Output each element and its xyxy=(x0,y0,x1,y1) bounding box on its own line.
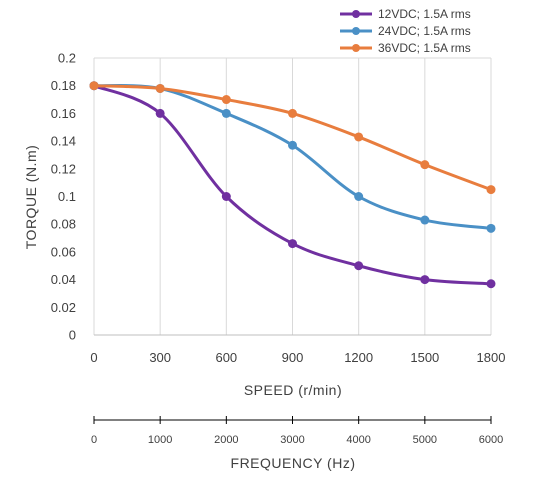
legend-label: 24VDC; 1.5A rms xyxy=(378,24,471,38)
x2-axis-title: FREQUENCY (Hz) xyxy=(231,455,356,471)
y-axis-title: TORQUE (N.m) xyxy=(23,145,39,250)
x2-tick-label: 6000 xyxy=(479,434,503,446)
legend-swatch-marker xyxy=(352,44,360,52)
y-tick-label: 0.1 xyxy=(58,189,76,204)
x2-tick-label: 0 xyxy=(91,434,97,446)
legend-label: 12VDC; 1.5A rms xyxy=(378,7,471,21)
x-tick-label: 1500 xyxy=(410,350,439,365)
series-point xyxy=(288,140,297,150)
y-tick-label: 0.06 xyxy=(51,244,76,259)
series-point xyxy=(420,275,430,285)
x2-tick-label: 5000 xyxy=(413,434,437,446)
legend-swatch-marker xyxy=(352,10,360,18)
series-point xyxy=(354,132,364,142)
series-point xyxy=(221,192,231,201)
x2-tick-label: 4000 xyxy=(346,434,370,446)
x-tick-label: 0 xyxy=(90,350,97,365)
x-tick-label: 300 xyxy=(149,350,171,365)
y-tick-label: 0.04 xyxy=(51,272,76,287)
chart-legend: 12VDC; 1.5A rms 24VDC; 1.5A rms 36VDC; 1.5… xyxy=(340,7,471,55)
y-tick-label: 0.14 xyxy=(51,134,76,149)
x-tick-label: 900 xyxy=(282,350,304,365)
x-tick-label: 1800 xyxy=(477,350,506,365)
series-point xyxy=(486,223,496,233)
x-tick-label: 600 xyxy=(215,350,237,365)
series-point xyxy=(155,108,165,118)
series-point xyxy=(354,192,364,201)
x2-tick-label: 2000 xyxy=(214,434,238,446)
x-axis-title: SPEED (r/min) xyxy=(244,382,342,398)
x-tick-label: 1200 xyxy=(344,350,373,365)
legend-swatch-marker xyxy=(352,27,360,35)
y-tick-label: 0.2 xyxy=(58,51,76,66)
series-point xyxy=(288,108,297,118)
series-point xyxy=(486,185,496,195)
series-point xyxy=(420,215,430,225)
y-tick-label: 0.18 xyxy=(51,78,76,93)
chart-axes xyxy=(93,334,492,424)
y-tick-label: 0.12 xyxy=(51,161,76,176)
chart-series xyxy=(89,81,496,289)
chart-gridlines xyxy=(93,57,492,335)
series-point xyxy=(155,83,165,93)
legend-label: 36VDC; 1.5A rms xyxy=(378,41,471,55)
y-tick-label: 0.02 xyxy=(51,300,76,315)
series-point xyxy=(221,108,231,118)
y-tick-label: 0 xyxy=(69,328,76,343)
series-point xyxy=(354,261,364,271)
y-tick-label: 0.08 xyxy=(51,217,76,232)
x2-tick-label: 1000 xyxy=(148,434,172,446)
y-tick-label: 0.16 xyxy=(51,106,76,121)
series-point xyxy=(89,81,99,91)
series-point xyxy=(420,160,430,170)
series-point xyxy=(486,279,496,289)
x2-tick-label: 3000 xyxy=(280,434,304,446)
chart-tick-labels: 0 0.02 0.04 0.06 0.08 0.1 0.12 0.14 0.16 0.18 0.2 0… xyxy=(51,51,506,447)
series-point xyxy=(221,95,231,105)
series-point xyxy=(288,239,297,249)
